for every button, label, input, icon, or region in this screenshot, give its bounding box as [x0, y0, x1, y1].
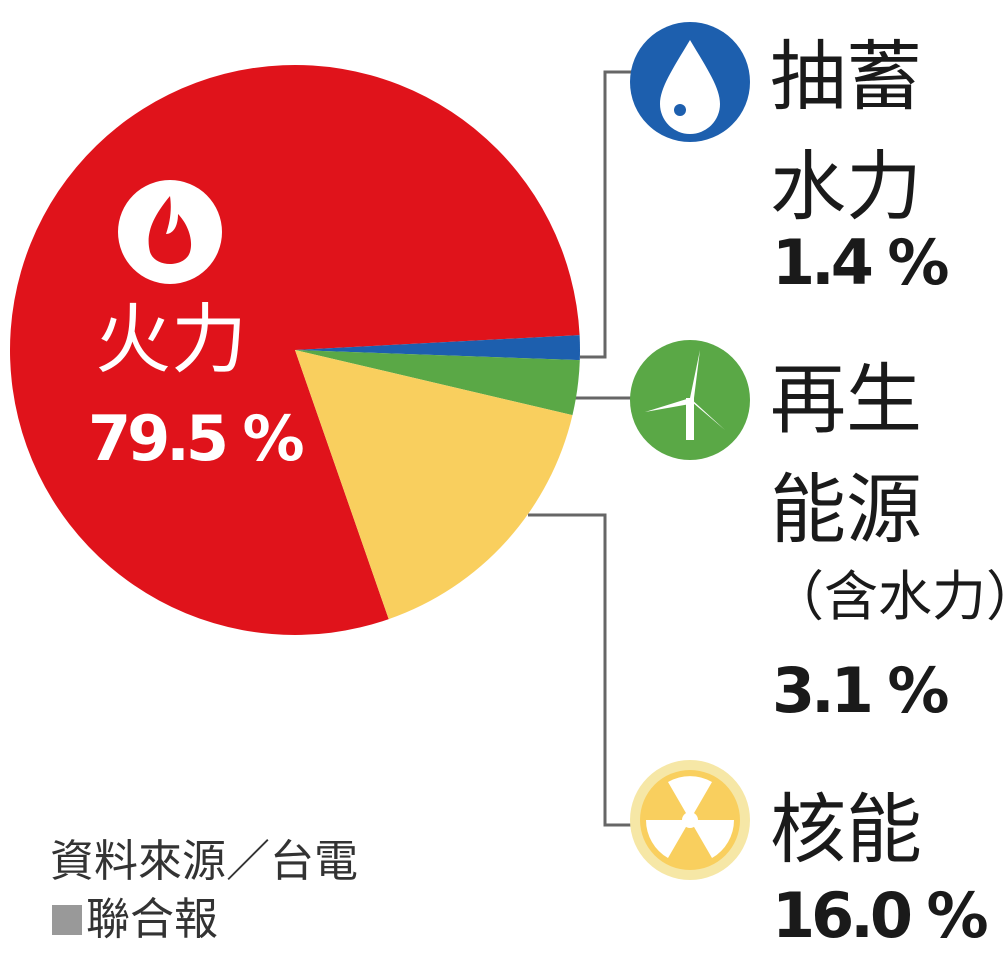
pie-slice — [295, 350, 580, 416]
pie-slice — [295, 350, 573, 620]
value-label: 1.4 % — [772, 226, 950, 299]
value-label: 79.5 % — [88, 402, 305, 475]
value-label: 16.0 % — [772, 879, 989, 952]
fire-icon — [118, 180, 222, 284]
nuclear-icon — [630, 760, 750, 880]
source: 資料來源／台電 — [50, 836, 358, 887]
wind-icon — [630, 340, 750, 460]
water-icon — [630, 22, 750, 142]
category-label: 抽蓄水力 — [770, 32, 922, 231]
category-label: 再生能源 — [770, 355, 922, 554]
category-label: 火力 — [95, 295, 247, 384]
category-label: 核能 — [770, 785, 922, 874]
credit-square — [52, 905, 82, 935]
credit: 聯合報 — [86, 894, 218, 945]
value-label: 3.1 % — [772, 654, 950, 727]
category-note: （含水力） — [770, 565, 1006, 628]
pie-slice — [295, 335, 580, 361]
connectors — [528, 70, 632, 827]
